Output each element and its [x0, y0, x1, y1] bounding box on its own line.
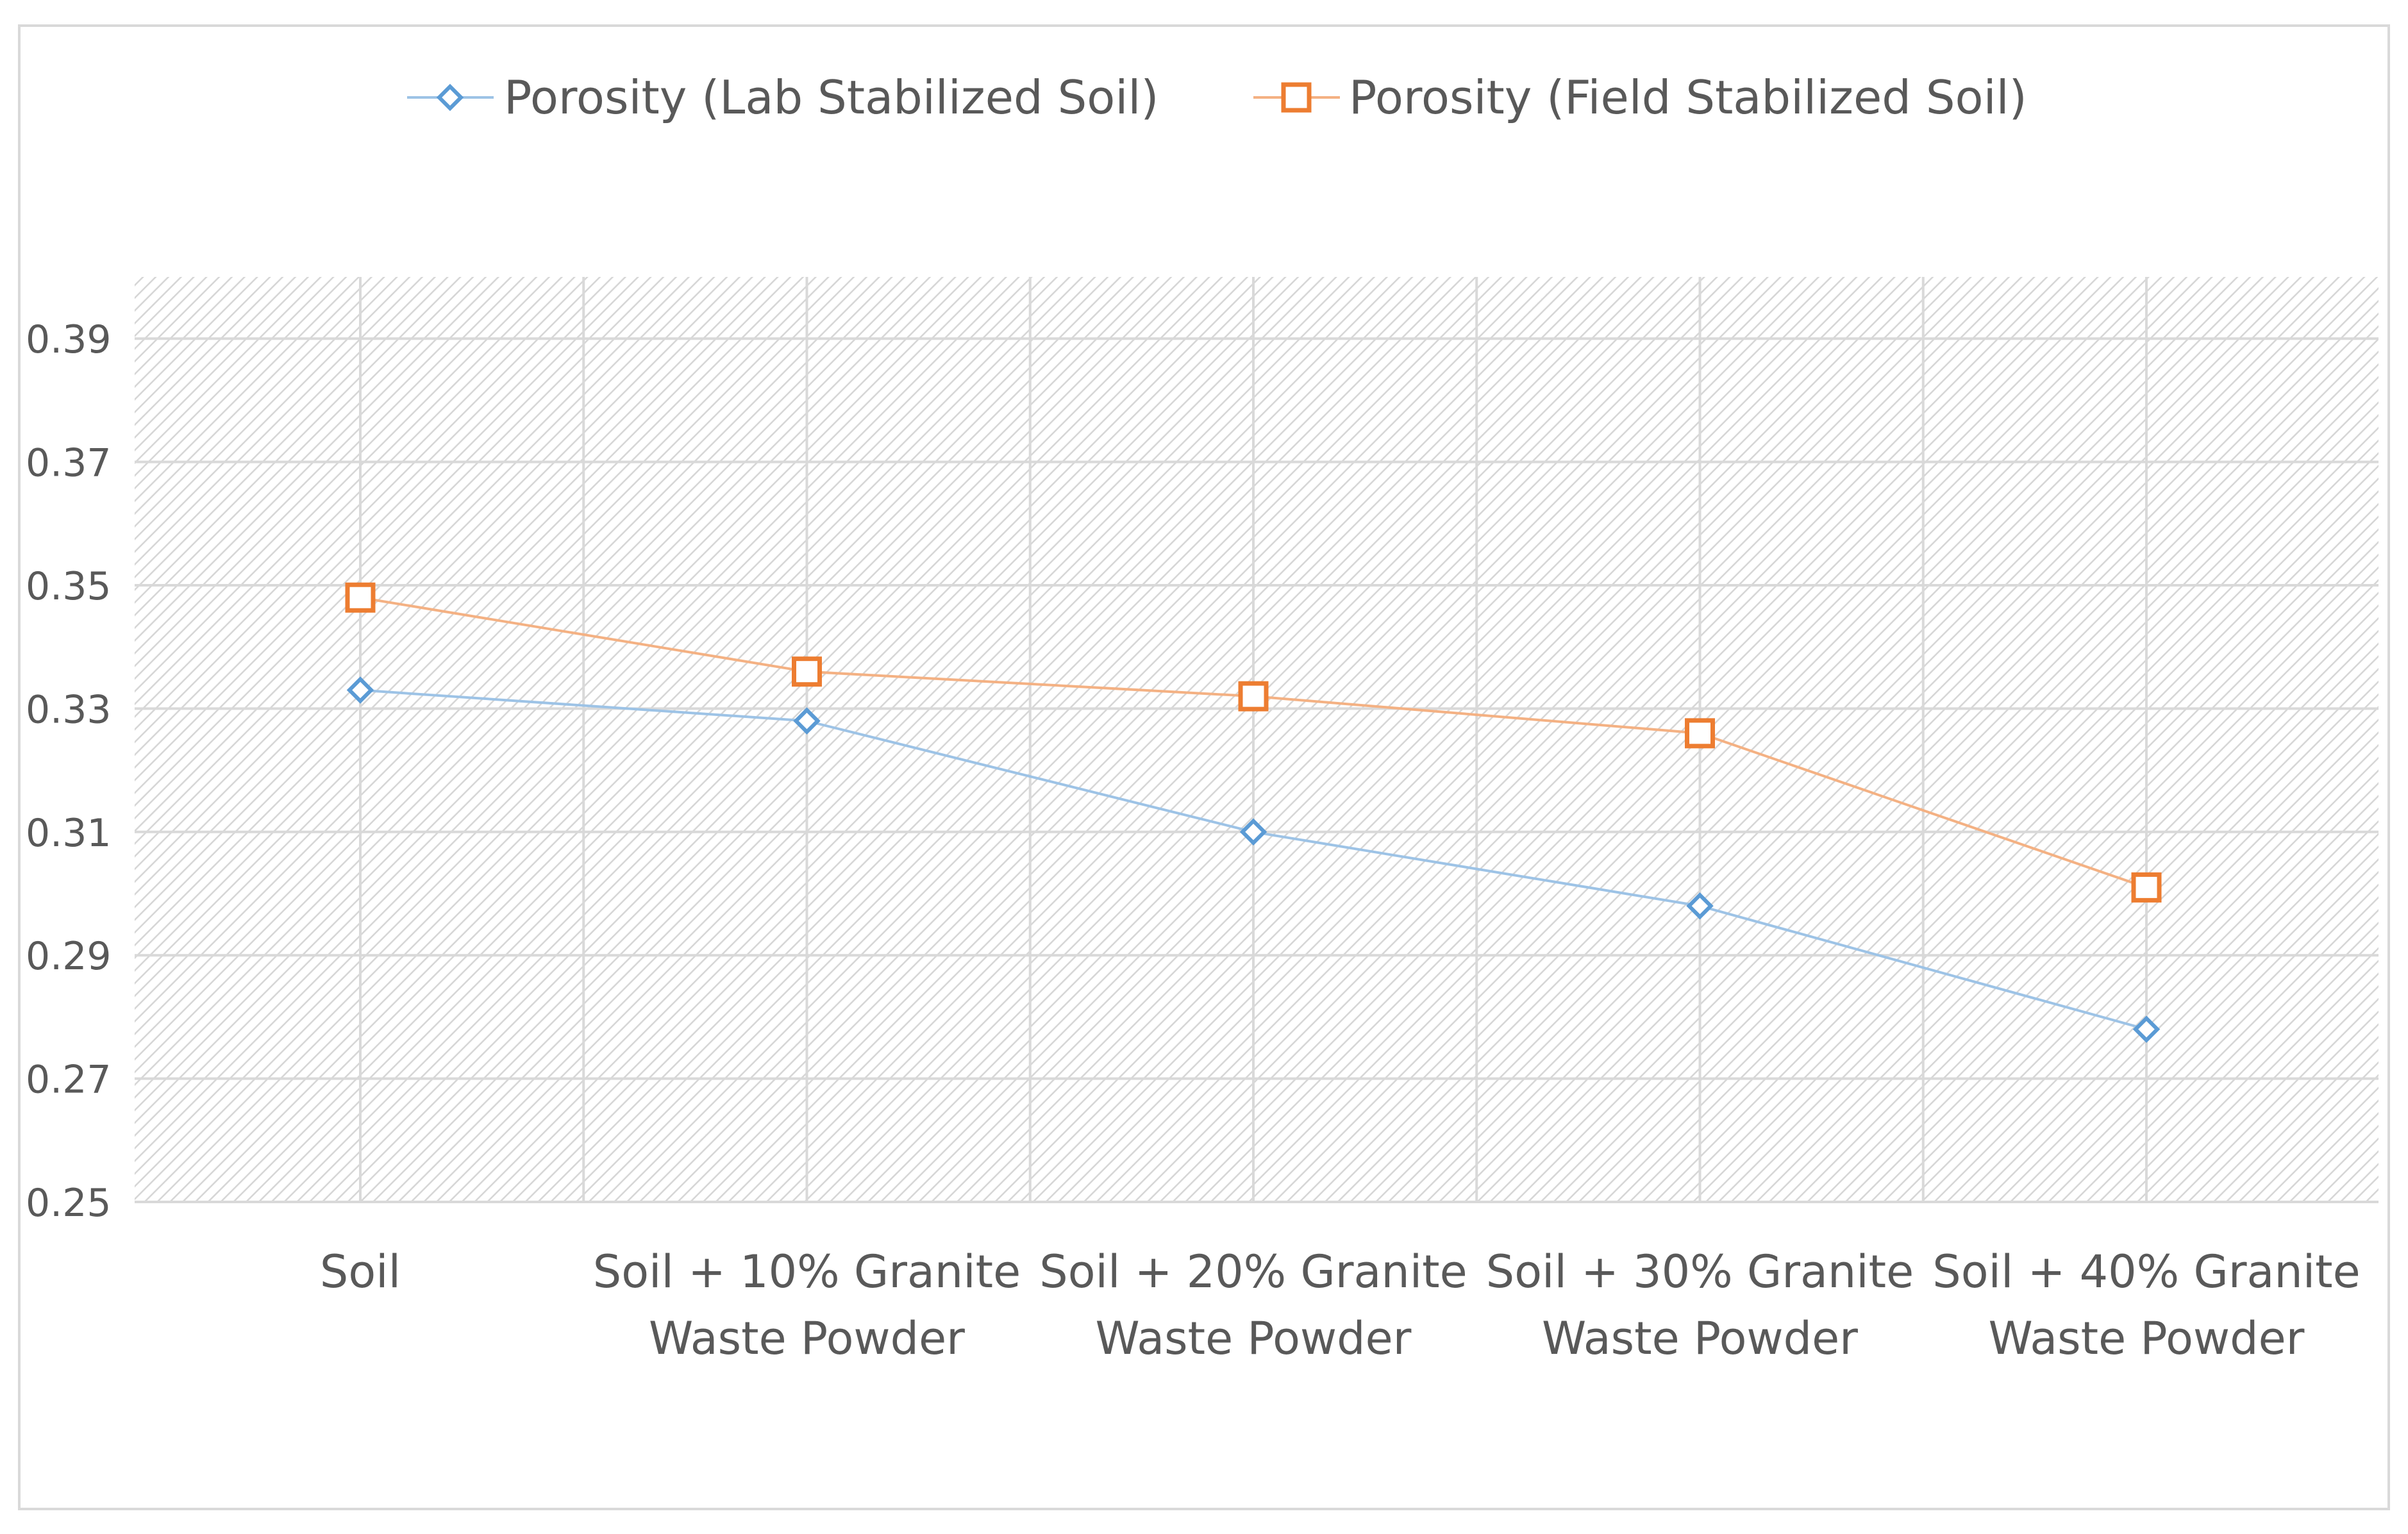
x-category-line: Soil + 30% Granite — [1486, 1246, 1914, 1298]
legend-marker-0 — [436, 83, 464, 112]
legend-label-1: Porosity (Field Stabilized Soil) — [1349, 71, 2027, 124]
y-tick-label-7: 0.39 — [26, 317, 112, 362]
x-category-label-2: Soil + 20% Granite Waste Powder — [1039, 1246, 1467, 1365]
y-tick-label-4: 0.33 — [26, 687, 112, 732]
grid-lines — [135, 277, 2379, 1203]
y-axis-ticks: 0.25 0.27 0.29 0.31 0.33 0.35 0.37 0.39 — [26, 317, 112, 1226]
series-0-point-3 — [1686, 892, 1714, 920]
series-1-point-3 — [1685, 718, 1715, 749]
y-tick-label-1: 0.27 — [26, 1058, 112, 1103]
series-0-point-4 — [2132, 1015, 2161, 1043]
x-category-line: Waste Powder — [1542, 1312, 1858, 1365]
y-tick-label-2: 0.29 — [26, 934, 112, 979]
y-tick-label-0: 0.25 — [26, 1181, 112, 1226]
y-tick-label-3: 0.31 — [26, 811, 112, 856]
x-category-label-3: Soil + 30% Granite Waste Powder — [1486, 1246, 1914, 1365]
x-category-line: Waste Powder — [1989, 1312, 2305, 1365]
series-0-point-0 — [346, 676, 374, 704]
series-lines — [345, 582, 2162, 1043]
x-category-line: Waste Powder — [1096, 1312, 1412, 1365]
x-category-line: Soil — [320, 1246, 401, 1298]
series-0-point-2 — [1239, 818, 1267, 846]
x-category-line: Soil + 20% Granite — [1039, 1246, 1467, 1298]
legend-marker-1 — [1281, 82, 1312, 113]
y-tick-label-5: 0.35 — [26, 564, 112, 609]
x-category-line: Soil + 10% Granite — [593, 1246, 1021, 1298]
series-1-point-4 — [2131, 872, 2162, 903]
series-1-point-2 — [1238, 681, 1269, 712]
legend: Porosity (Lab Stabilized Soil) Porosity (… — [407, 71, 2027, 124]
x-category-label-1: Soil + 10% Granite Waste Powder — [593, 1246, 1021, 1365]
series-1-point-0 — [345, 582, 376, 613]
plot-area — [135, 277, 2379, 1202]
x-category-line: Waste Powder — [649, 1312, 965, 1365]
y-tick-label-6: 0.37 — [26, 441, 112, 486]
x-category-label-4: Soil + 40% Granite Waste Powder — [1932, 1246, 2360, 1365]
x-category-line: Soil + 40% Granite — [1932, 1246, 2360, 1298]
legend-label-0: Porosity (Lab Stabilized Soil) — [504, 71, 1158, 124]
series-1-point-1 — [792, 656, 822, 687]
series-0-point-1 — [793, 707, 821, 735]
x-category-label-0: Soil — [320, 1246, 401, 1298]
